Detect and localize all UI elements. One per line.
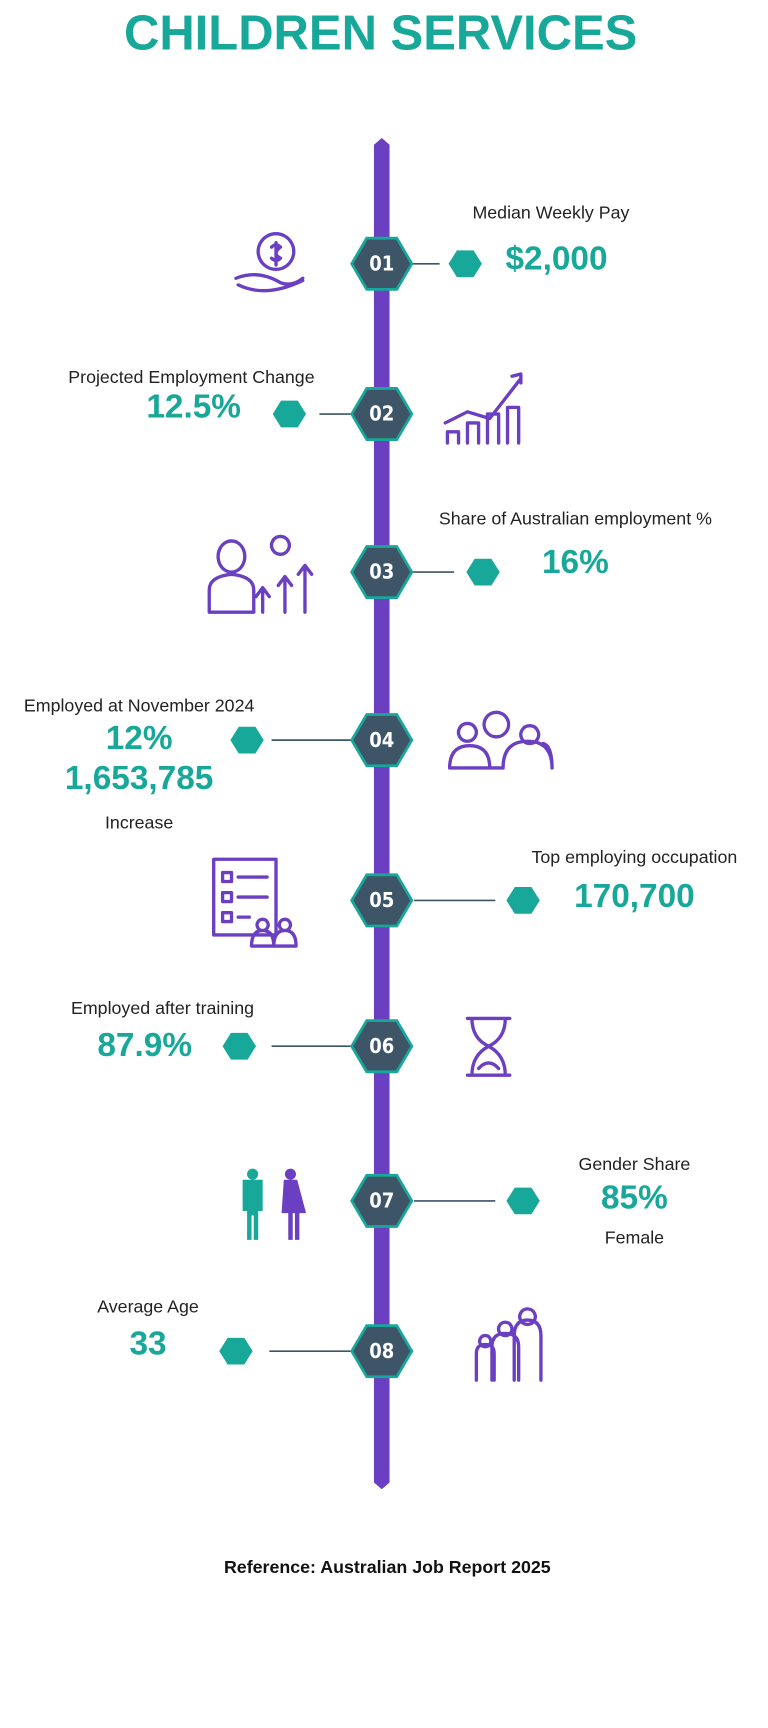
step-hex bbox=[350, 1019, 414, 1074]
step-hex bbox=[350, 873, 414, 928]
hex-marker bbox=[272, 400, 307, 428]
item-label: Top employing occupation bbox=[532, 847, 738, 867]
hex-marker bbox=[219, 1337, 253, 1365]
icon bbox=[447, 710, 554, 770]
item-value: 16% bbox=[542, 544, 609, 581]
step-number: 03 bbox=[369, 560, 394, 584]
step-number: 08 bbox=[369, 1339, 394, 1363]
icon-female bbox=[281, 1168, 307, 1240]
item-value: 12.5% bbox=[146, 388, 241, 425]
icon bbox=[234, 232, 305, 293]
hex-marker bbox=[506, 1187, 540, 1215]
hex-marker bbox=[448, 250, 482, 278]
item-label: Gender Share bbox=[579, 1154, 691, 1174]
item-label: Projected Employment Change bbox=[68, 367, 314, 387]
item-value: 33 bbox=[129, 1325, 166, 1362]
timeline-item: 06 Employed after training 87.9% bbox=[71, 998, 512, 1077]
icon bbox=[207, 534, 314, 614]
timeline-item: 07 Gender Share 85% Female bbox=[242, 1154, 691, 1247]
icon bbox=[212, 857, 298, 948]
item-label: Average Age bbox=[97, 1296, 199, 1316]
title: CHILDREN SERVICES bbox=[124, 7, 637, 61]
item-value: 1,653,785 bbox=[65, 760, 213, 797]
hex-marker bbox=[506, 887, 540, 914]
step-number: 06 bbox=[369, 1034, 394, 1058]
icon bbox=[443, 372, 523, 445]
icon bbox=[474, 1307, 543, 1382]
item-label: Employed after training bbox=[71, 998, 254, 1018]
step-number: 07 bbox=[369, 1189, 394, 1213]
item-label: Median Weekly Pay bbox=[472, 202, 629, 222]
timeline bbox=[373, 138, 390, 1490]
step-hex bbox=[350, 545, 414, 600]
hex-marker bbox=[222, 1032, 256, 1060]
timeline-item: 08 Average Age 33 bbox=[97, 1296, 543, 1382]
hex-marker bbox=[466, 558, 500, 586]
content: CHILDREN SERVICES Reference: Australian … bbox=[24, 7, 737, 1577]
icon-male bbox=[242, 1168, 263, 1240]
timeline-item: 03 Share of Australian employment % 16% bbox=[207, 508, 712, 614]
hex-marker bbox=[230, 726, 264, 754]
step-hex bbox=[350, 1173, 414, 1228]
timeline-item: 05 Top employing occupation 170,700 bbox=[212, 847, 738, 948]
item-value: 87.9% bbox=[97, 1027, 192, 1064]
item-label: Share of Australian employment % bbox=[439, 508, 712, 528]
step-number: 05 bbox=[369, 888, 394, 912]
item-value: 170,700 bbox=[574, 878, 695, 915]
step-hex bbox=[350, 713, 414, 768]
item-value: 12% bbox=[106, 720, 173, 757]
item-note: Increase bbox=[105, 812, 173, 832]
item-label: Employed at November 2024 bbox=[24, 695, 255, 715]
icon bbox=[465, 1016, 512, 1077]
step-hex bbox=[350, 236, 414, 291]
step-number: 01 bbox=[369, 251, 394, 275]
item-value: 85% bbox=[601, 1180, 668, 1217]
step-hex bbox=[350, 1324, 414, 1379]
timeline-item: 01 Median Weekly Pay $2,000 bbox=[234, 202, 630, 293]
step-number: 02 bbox=[369, 402, 394, 426]
step-hex bbox=[350, 387, 414, 442]
item-note: Female bbox=[605, 1227, 664, 1247]
item-value: $2,000 bbox=[505, 240, 607, 277]
timeline-item: 04 Employed at November 2024 12%1,653,785 I… bbox=[24, 695, 554, 832]
step-number: 04 bbox=[369, 728, 394, 752]
reference: Reference: Australian Job Report 2025 bbox=[224, 1557, 551, 1577]
